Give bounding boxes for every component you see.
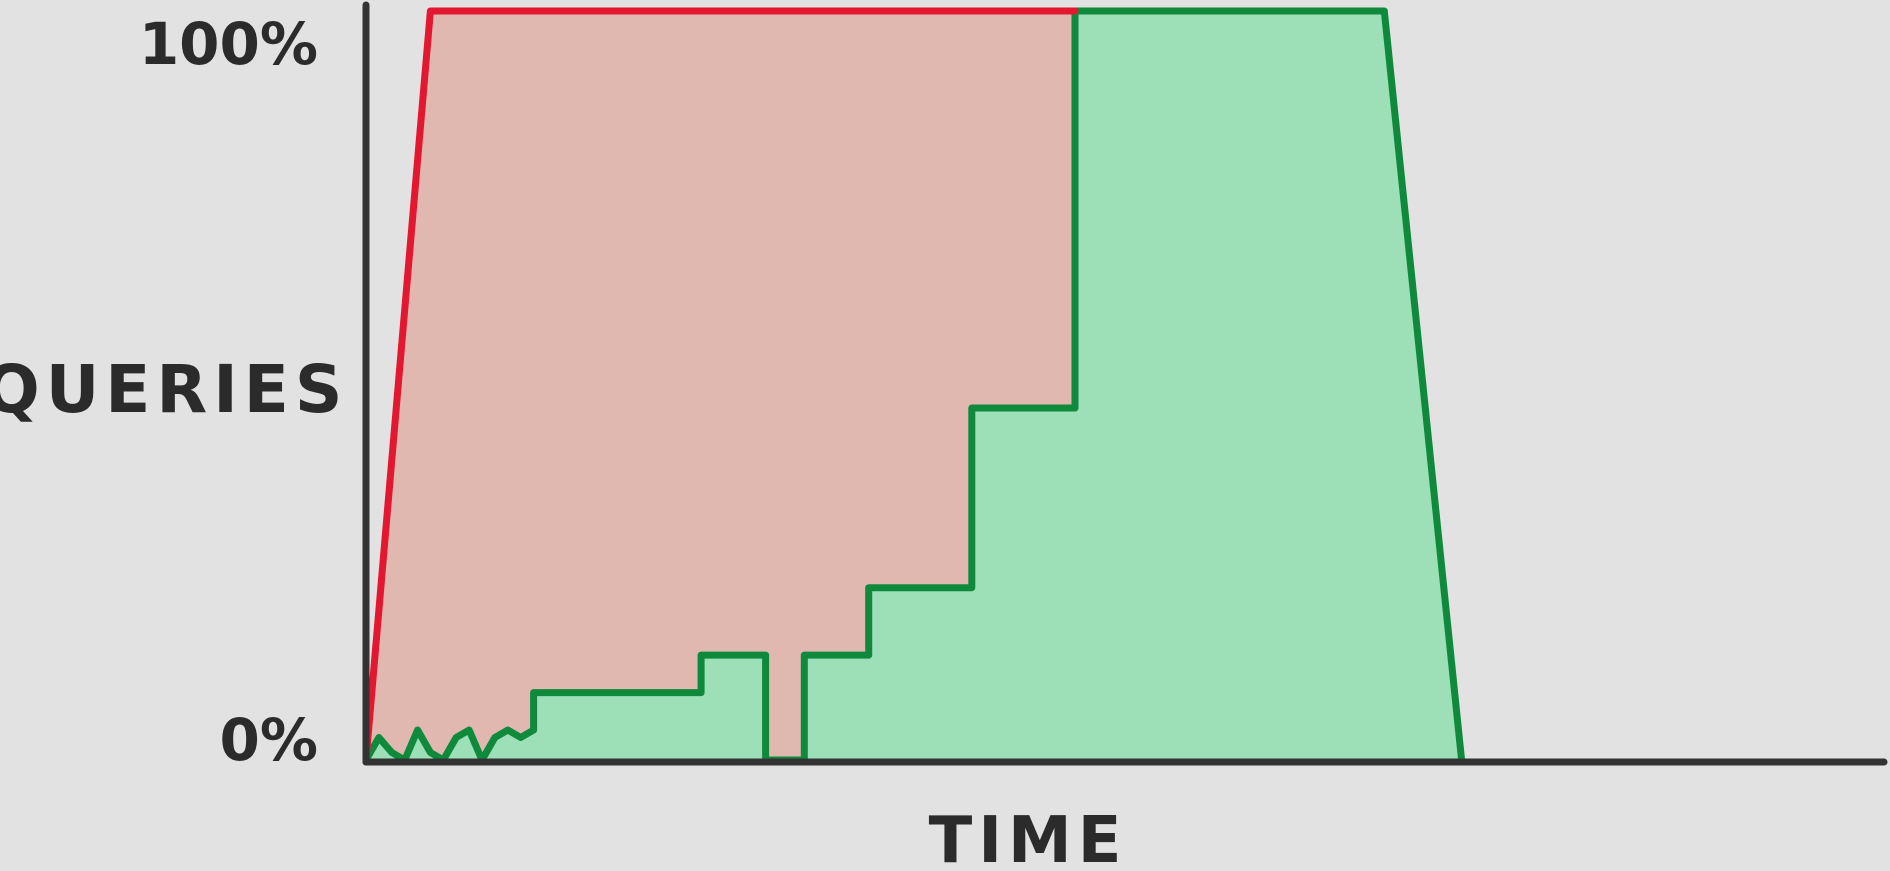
red-area-fill: [366, 11, 1075, 760]
ytick-label-100: 100%: [139, 10, 318, 78]
area-fills: [366, 11, 1462, 760]
y-axis-label: QUERIES: [0, 351, 348, 428]
ytick-label-0: 0%: [220, 706, 318, 774]
x-axis-label: TIME: [929, 804, 1128, 871]
red-series-line: [362, 7, 1079, 764]
axes: [362, 1, 1888, 766]
green-area-fill: [366, 11, 1462, 760]
green-series-line: [362, 7, 1466, 764]
series-lines: [362, 7, 1466, 764]
